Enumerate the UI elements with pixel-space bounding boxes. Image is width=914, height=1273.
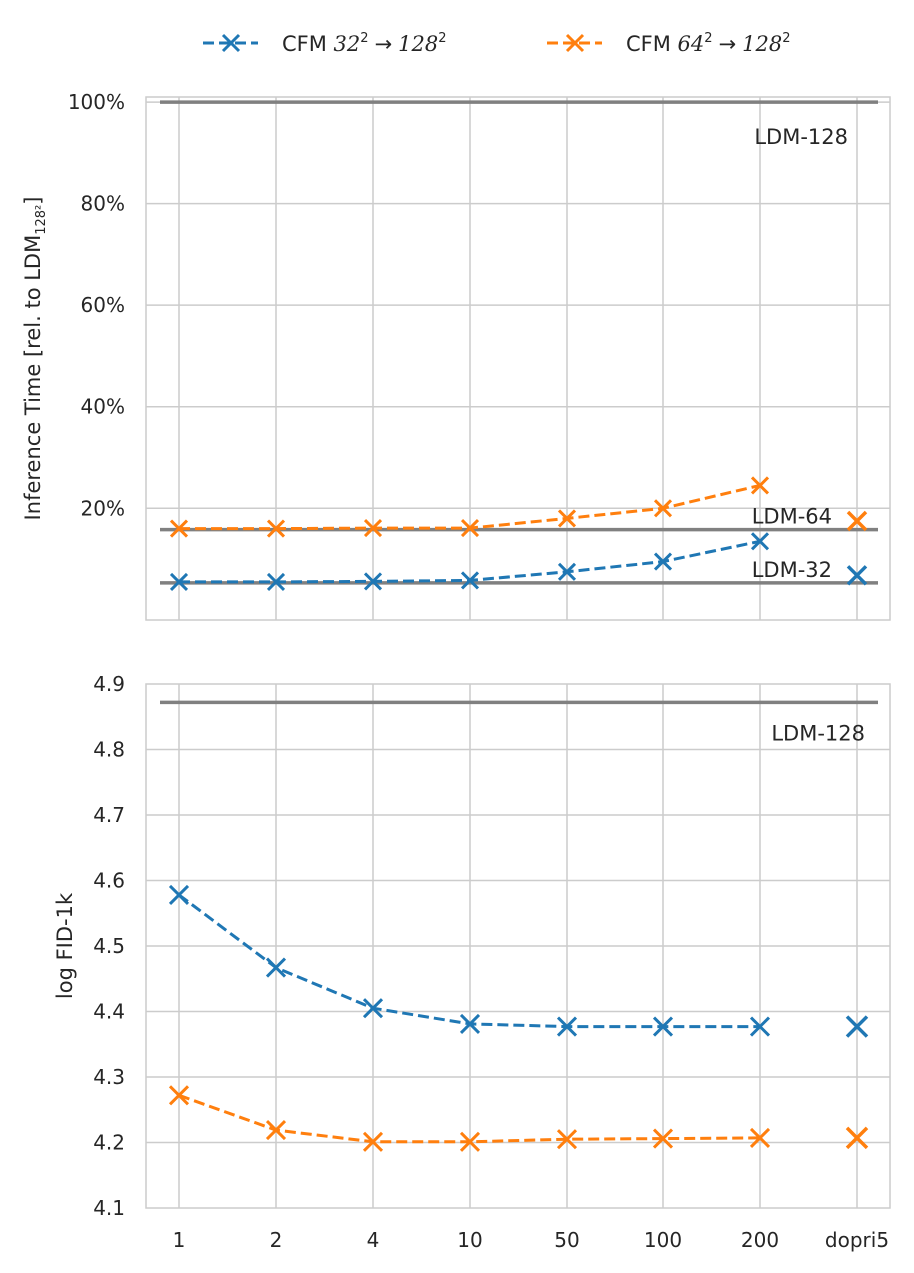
marker-cfm-64-100 — [653, 499, 673, 518]
inference-time-panel: 20% 40% 60% 80% 100% LDM-128 LDM-64 LDM-32 Infer… — [21, 90, 891, 621]
marker-cfm-64-200 — [749, 1127, 771, 1148]
marker-cfm-64-200 — [750, 476, 770, 495]
legend-label-cfm-32: CFM 322 → 1282 — [282, 31, 447, 56]
ref-label-ldm-128: LDM-128 — [754, 125, 848, 149]
marker-cfm-64-100 — [652, 1128, 674, 1149]
y-tick-label: 4.6 — [93, 869, 125, 893]
marker-cfm-64-1 — [169, 519, 189, 538]
y-axis-label-fid: log FID-1k — [53, 892, 77, 999]
marker-cfm-32-4 — [362, 998, 384, 1019]
marker-cfm-64-dopri5 — [846, 510, 868, 532]
plot-frame — [145, 96, 891, 621]
marker-cfm-32-4 — [363, 572, 383, 591]
marker-cfm-64-4 — [363, 519, 383, 538]
legend-label-cfm-64: CFM 642 → 1282 — [626, 31, 791, 56]
marker-cfm-64-50 — [556, 1129, 578, 1150]
x-tick-label: dopri5 — [825, 1228, 889, 1252]
marker-cfm-64-2 — [265, 1119, 287, 1141]
marker-cfm-32-200 — [750, 532, 770, 551]
x-tick-label: 2 — [270, 1228, 283, 1252]
marker-cfm-32-10 — [459, 1013, 481, 1035]
y-tick-label: 40% — [81, 395, 125, 419]
legend-marker-cfm-32 — [221, 33, 241, 53]
y-tick-label: 20% — [81, 496, 125, 520]
marker-cfm-64-4 — [362, 1131, 384, 1152]
x-tick-label: 10 — [457, 1228, 482, 1252]
y-tick-label: 4.3 — [93, 1065, 125, 1089]
marker-cfm-32-50 — [557, 562, 577, 581]
y-tick-label: 4.7 — [93, 803, 125, 827]
y-tick-label: 4.5 — [93, 934, 125, 958]
y-tick-label: 4.1 — [93, 1196, 125, 1220]
marker-cfm-64-2 — [266, 519, 286, 538]
ref-label-ldm-64: LDM-64 — [752, 505, 832, 529]
ref-label-ldm-128: LDM-128 — [771, 721, 865, 745]
marker-cfm-32-200 — [749, 1016, 771, 1037]
x-tick-label: 1 — [173, 1228, 186, 1252]
marker-cfm-64-10 — [460, 519, 480, 538]
marker-cfm-64-dopri5 — [845, 1126, 869, 1150]
y-axis-label-inference: Inference Time [rel. to LDM128²] — [21, 197, 49, 521]
x-tick-label: 100 — [644, 1228, 682, 1252]
marker-cfm-32-100 — [653, 552, 673, 571]
y-tick-label: 4.4 — [93, 1000, 125, 1024]
x-tick-label: 50 — [554, 1228, 579, 1252]
ref-label-ldm-32: LDM-32 — [752, 558, 832, 582]
y-tick-label: 60% — [81, 293, 125, 317]
y-tick-label: 4.2 — [93, 1131, 125, 1155]
marker-cfm-64-10 — [459, 1131, 481, 1152]
marker-cfm-32-dopri5 — [845, 1015, 869, 1038]
marker-cfm-32-1 — [169, 572, 189, 591]
y-tick-label: 4.9 — [93, 672, 125, 696]
legend-item-cfm-64: CFM 642 → 1282 — [547, 31, 791, 56]
marker-cfm-32-50 — [556, 1016, 578, 1037]
x-tick-label: 200 — [741, 1228, 779, 1252]
y-tick-label: 80% — [81, 192, 125, 216]
y-tick-label: 100% — [68, 90, 125, 114]
marker-cfm-64-1 — [168, 1085, 190, 1106]
legend-item-cfm-32: CFM 322 → 1282 — [203, 31, 447, 56]
fid-panel: 4.1 4.2 4.3 4.4 4.5 4.6 4.7 4.8 4.9 LDM-128 1 2 4 10 5… — [53, 672, 891, 1252]
legend-marker-cfm-64 — [565, 33, 585, 53]
marker-cfm-32-2 — [266, 572, 286, 591]
y-tick-label: 4.8 — [93, 738, 125, 762]
x-tick-label: 4 — [367, 1228, 380, 1252]
marker-cfm-64-50 — [557, 509, 577, 528]
marker-cfm-32-2 — [265, 957, 287, 978]
legend: CFM 322 → 1282 CFM 642 → 1282 — [203, 31, 791, 56]
marker-cfm-32-10 — [460, 571, 480, 590]
marker-cfm-32-dopri5 — [846, 565, 868, 586]
marker-cfm-32-1 — [168, 884, 190, 905]
marker-cfm-32-100 — [652, 1016, 674, 1037]
